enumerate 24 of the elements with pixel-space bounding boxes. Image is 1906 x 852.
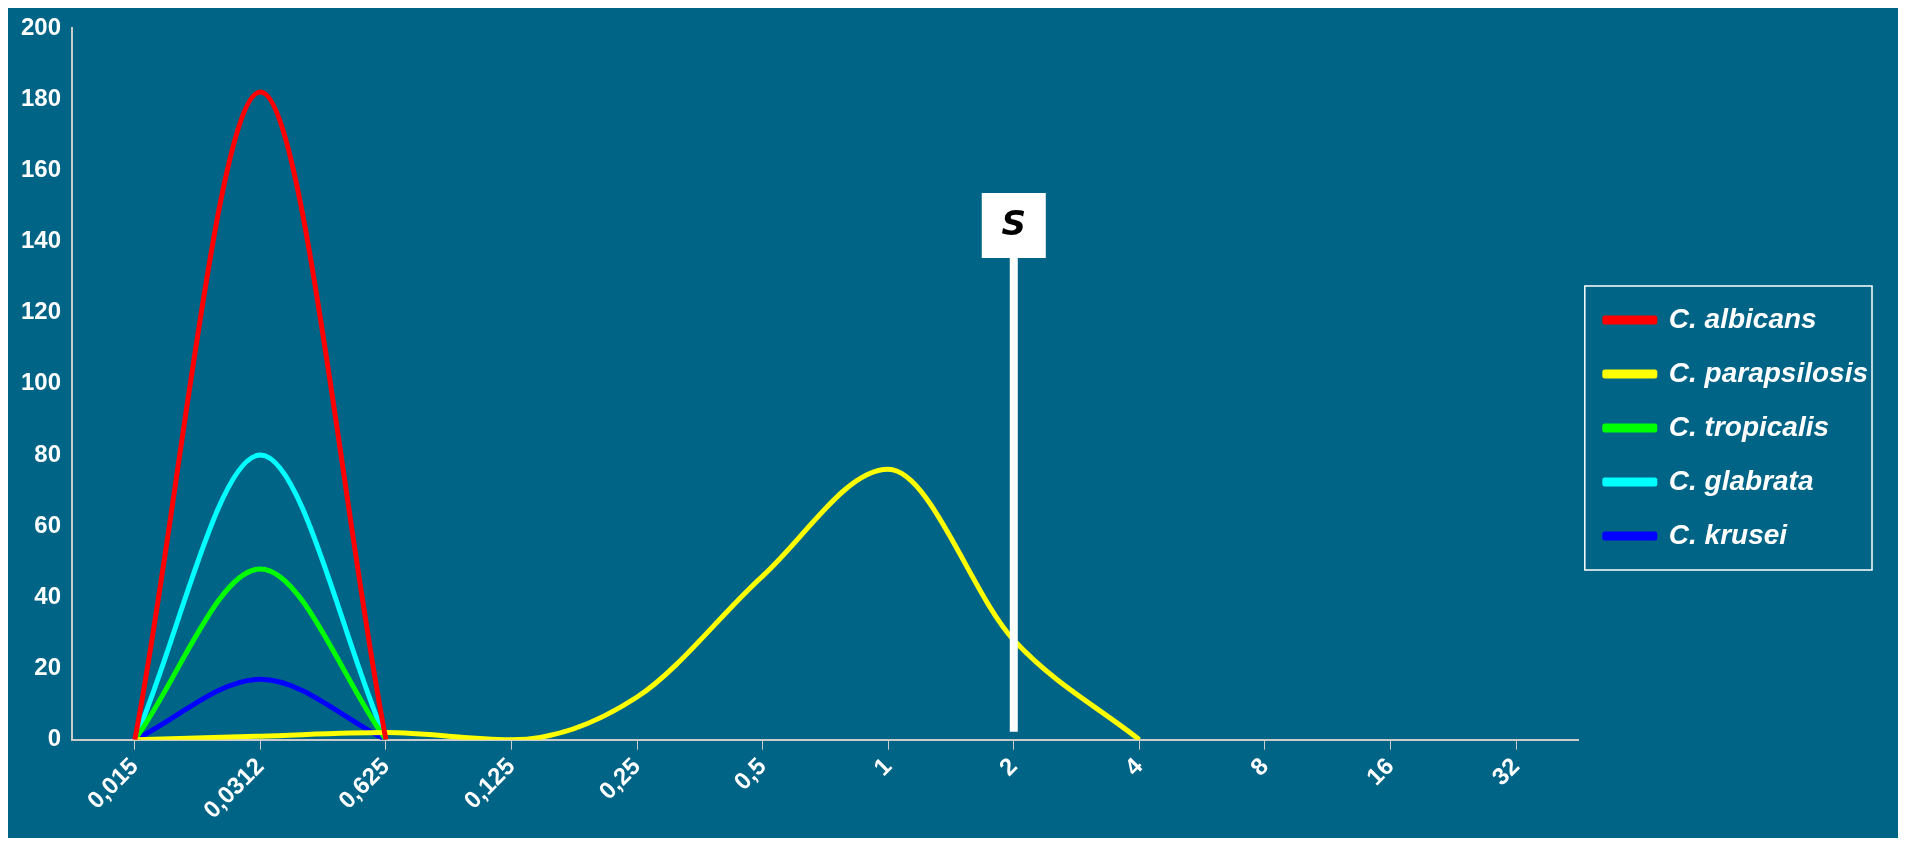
x-tick-label: 32 [1486, 752, 1525, 791]
legend-label: C. glabrata [1668, 464, 1814, 496]
y-tick-label: 80 [34, 439, 62, 467]
y-tick-label: 20 [34, 653, 62, 681]
y-tick-label: 140 [21, 226, 62, 254]
ref-line-label: S [1001, 202, 1027, 243]
x-tick-label: 16 [1360, 752, 1399, 791]
x-tick-label: 4 [1119, 751, 1149, 781]
x-tick-label: 8 [1244, 752, 1274, 781]
y-tick-label: 100 [21, 368, 62, 396]
y-tick-label: 160 [21, 154, 62, 182]
legend-label: C. tropicalis [1668, 410, 1830, 442]
y-tick-label: 180 [21, 83, 62, 111]
x-tick-label: 0,5 [728, 752, 771, 795]
x-tick-label: 2 [993, 752, 1022, 781]
x-tick-label: 1 [867, 752, 897, 781]
legend-label: C. krusei [1668, 518, 1789, 550]
y-tick-label: 60 [34, 510, 62, 538]
y-tick-label: 40 [34, 582, 62, 610]
y-tick-label: 200 [21, 12, 62, 40]
legend-label: C. albicans [1668, 302, 1817, 334]
legend-label: C. parapsilosis [1668, 356, 1868, 388]
y-tick-label: 0 [47, 724, 62, 752]
y-tick-label: 120 [21, 297, 62, 325]
